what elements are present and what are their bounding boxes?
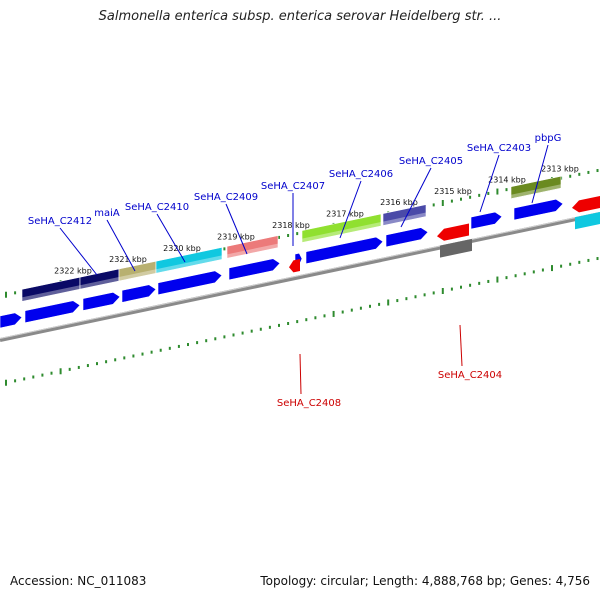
- forward-gene-label: SeHA_C2405: [399, 156, 463, 167]
- forward-gene-arrow: [470, 211, 503, 230]
- sequence-backbone: [0, 212, 600, 342]
- forward-label-leader: [339, 180, 362, 239]
- feature-block-shade: [156, 255, 222, 274]
- forward-label-leader: [400, 167, 432, 228]
- feature-block: [226, 235, 279, 259]
- forward-gene-label: SeHA_C2412: [28, 216, 92, 227]
- gene-labels: SeHA_C2412maiASeHA_C2410SeHA_C2409SeHA_C…: [28, 133, 562, 409]
- reverse-label-leader: [299, 353, 302, 395]
- kbp-label: 2313 kbp: [541, 164, 579, 173]
- reverse-feature-block: [440, 238, 472, 258]
- forward-gene-label: pbpG: [535, 133, 562, 144]
- kbp-tick-track-inner: [5, 257, 599, 386]
- reverse-gene-arrow: [572, 196, 600, 213]
- forward-gene-label: SeHA_C2410: [125, 202, 189, 213]
- kbp-label: 2315 kbp: [434, 187, 472, 196]
- feature-block-shade: [22, 285, 80, 302]
- reverse-gene-arrow: [437, 223, 469, 241]
- forward-gene-arrow: [0, 312, 23, 329]
- forward-gene-label: maiA: [94, 208, 120, 219]
- forward-gene-arrow: [24, 300, 81, 324]
- forward-label-leader: [59, 227, 98, 276]
- feature-block-shade: [80, 277, 119, 290]
- feature-block: [301, 213, 382, 243]
- forward-gene-arrow: [157, 270, 223, 296]
- backbone-line: [0, 212, 600, 342]
- feature-block-shade: [119, 269, 156, 282]
- kbp-labels: 2322 kbp 2321 kbp 2320 kbp 2319 kbp 2318 kbp…: [54, 164, 579, 275]
- forward-label-leader: [479, 154, 500, 213]
- feature-block-shade: [511, 184, 561, 199]
- genome-summary-text: Topology: circular; Length: 4,888,768 bp…: [260, 574, 590, 588]
- forward-gene-arrow: [121, 284, 157, 303]
- forward-gene-arrow: [513, 198, 564, 221]
- reverse-gene-arrow: [289, 259, 300, 273]
- forward-label-leader: [106, 219, 136, 272]
- kbp-label: 2320 kbp: [163, 244, 201, 253]
- kbp-label: 2322 kbp: [54, 267, 92, 276]
- backbone-highlight: [0, 212, 600, 339]
- kbp-label: 2319 kbp: [217, 232, 255, 241]
- accession-text: Accession: NC_011083: [10, 574, 147, 588]
- genome-title: Salmonella enterica subsp. enterica sero…: [98, 9, 502, 24]
- forward-gene-label: SeHA_C2406: [329, 169, 393, 180]
- feature-block-shade: [302, 221, 381, 243]
- forward-gene-arrow: [228, 258, 281, 281]
- kbp-label: 2314 kbp: [488, 176, 526, 185]
- feature-block: [382, 204, 427, 226]
- feature-track: [21, 175, 600, 302]
- forward-gene-arrow: [82, 291, 121, 311]
- kbp-label: 2321 kbp: [109, 255, 147, 264]
- kbp-label: 2317 kbp: [326, 210, 364, 219]
- reverse-label-leader: [459, 324, 463, 367]
- feature-block: [155, 247, 223, 274]
- forward-label-leader: [156, 213, 186, 263]
- forward-gene-label: SeHA_C2409: [194, 192, 258, 203]
- forward-gene-label: SeHA_C2407: [261, 181, 325, 192]
- forward-label-leader: [531, 144, 549, 204]
- forward-gene-arrow: [305, 236, 384, 265]
- kbp-label: 2318 kbp: [272, 221, 310, 230]
- reverse-gene-label: SeHA_C2408: [277, 398, 341, 409]
- gene-track: [0, 196, 600, 329]
- feature-block-shade: [227, 243, 278, 259]
- forward-label-leader: [225, 203, 248, 255]
- forward-gene-label: SeHA_C2403: [467, 143, 531, 154]
- reverse-feature-block: [575, 212, 600, 230]
- reverse-gene-label: SeHA_C2404: [438, 370, 502, 381]
- kbp-label: 2316 kbp: [380, 198, 418, 207]
- forward-gene-arrow: [385, 227, 429, 248]
